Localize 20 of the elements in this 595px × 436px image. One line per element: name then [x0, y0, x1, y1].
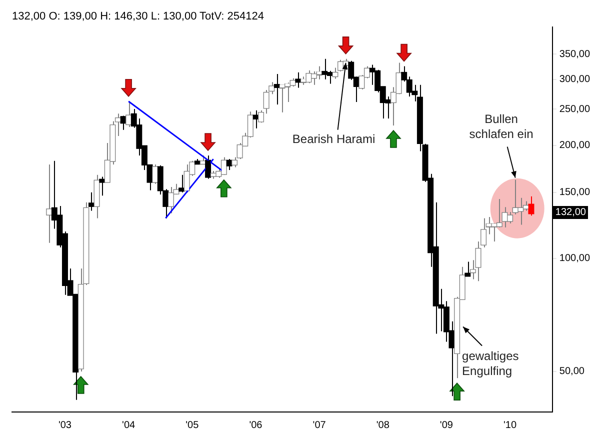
x-tick-label: '05	[186, 420, 200, 431]
x-tick-label: '10	[504, 420, 517, 431]
x-tick-label: '09	[440, 420, 454, 431]
y-tick-label: 200,00	[559, 140, 590, 152]
y-tick-label: 300,00	[559, 74, 590, 86]
y-tick-label: 50,00	[559, 366, 585, 378]
x-tick-label: '07	[312, 420, 326, 431]
x-tick-label: '06	[249, 420, 263, 431]
y-tick-label: 350,00	[559, 48, 590, 60]
text: 132,00	[553, 206, 588, 220]
y-tick-label: 100,00	[559, 253, 590, 264]
annotation: Bullen schlafen ein	[468, 112, 534, 142]
x-tick-label: '04	[122, 420, 136, 431]
y-tick-label: 150,00	[559, 187, 590, 198]
chart-title: 132,00 O: 139,00 H: 146,30 L: 130,00 TotV: 254124	[12, 10, 264, 23]
annotation: Bearish Harami	[291, 132, 376, 147]
x-tick-label: '03	[58, 420, 72, 431]
x-tick-label: '08	[376, 420, 390, 431]
annotation: gewaltiges Engulfing	[462, 348, 520, 379]
y-tick-label: 250,00	[559, 104, 590, 115]
